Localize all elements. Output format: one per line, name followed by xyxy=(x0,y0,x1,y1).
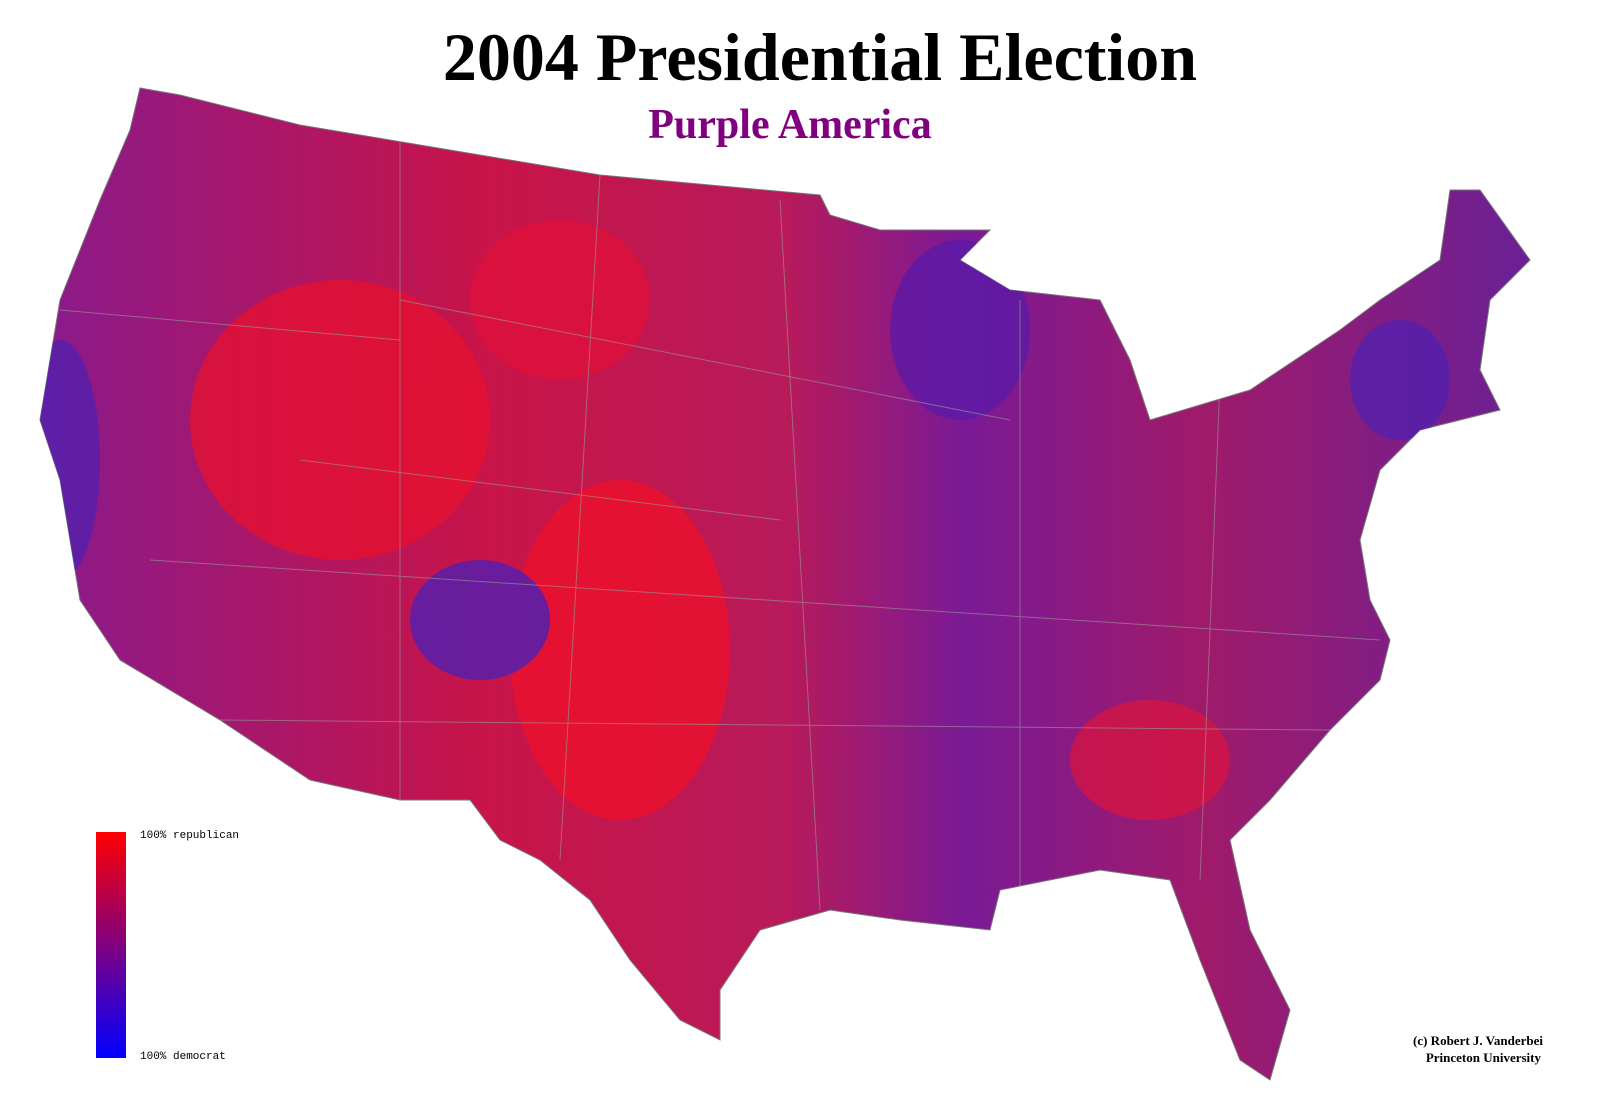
us-map xyxy=(39,87,1531,1081)
title: 2004 Presidential Election xyxy=(443,19,1197,95)
subtitle: Purple America xyxy=(648,102,931,148)
legend-bottom-label: 100% democrat xyxy=(140,1051,226,1063)
legend-top-label: 100% republican xyxy=(140,830,239,842)
credit-institution: Princeton University xyxy=(1426,1050,1542,1065)
legend-color-bar xyxy=(96,832,126,1058)
credit-author: (c) Robert J. Vanderbei xyxy=(1413,1033,1543,1048)
